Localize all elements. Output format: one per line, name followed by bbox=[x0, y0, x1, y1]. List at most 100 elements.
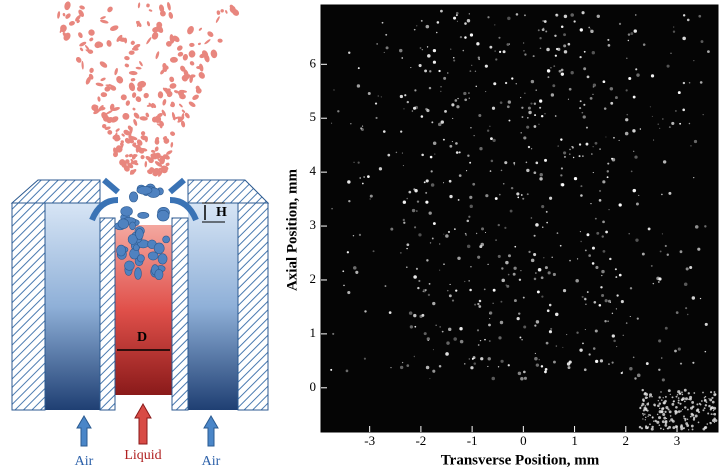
speckle bbox=[699, 403, 701, 405]
y-tick-label: 0 bbox=[310, 379, 317, 394]
speckle bbox=[438, 123, 442, 127]
droplet bbox=[100, 77, 106, 82]
speckle bbox=[644, 413, 645, 414]
speckle bbox=[715, 393, 717, 395]
speckle bbox=[539, 107, 541, 109]
speckle bbox=[628, 33, 630, 35]
speckle bbox=[663, 417, 666, 420]
speckle bbox=[657, 414, 659, 416]
speckle bbox=[433, 222, 436, 225]
droplet bbox=[130, 78, 135, 82]
speckle bbox=[608, 363, 609, 364]
speckle bbox=[607, 170, 609, 172]
droplet bbox=[106, 40, 113, 48]
speckle bbox=[579, 143, 581, 145]
speckle bbox=[670, 415, 672, 417]
speckle bbox=[684, 406, 686, 408]
speckle bbox=[616, 308, 617, 309]
speckle bbox=[607, 176, 609, 178]
speckle bbox=[539, 99, 542, 102]
speckle bbox=[642, 398, 645, 401]
speckle bbox=[553, 65, 555, 67]
speckle bbox=[424, 181, 426, 183]
speckle bbox=[641, 427, 643, 429]
droplet bbox=[178, 103, 183, 108]
speckle bbox=[608, 209, 609, 210]
speckle bbox=[528, 111, 531, 114]
speckle bbox=[695, 414, 698, 417]
speckle bbox=[667, 408, 669, 410]
speckle bbox=[390, 367, 391, 368]
speckle bbox=[653, 421, 654, 422]
speckle bbox=[610, 87, 613, 90]
speckle bbox=[413, 188, 415, 190]
blob bbox=[124, 261, 134, 270]
speckle bbox=[440, 10, 443, 13]
speckle bbox=[447, 290, 449, 292]
speckle bbox=[592, 247, 595, 250]
speckle bbox=[401, 57, 403, 59]
speckle bbox=[432, 370, 435, 373]
speckle bbox=[602, 235, 604, 237]
speckle bbox=[378, 95, 379, 96]
droplet bbox=[114, 68, 119, 76]
droplet bbox=[188, 50, 195, 58]
speckle bbox=[493, 289, 496, 292]
speckle bbox=[456, 14, 458, 16]
speckle bbox=[700, 298, 701, 299]
speckle bbox=[583, 67, 586, 70]
speckle bbox=[582, 342, 584, 344]
speckle bbox=[472, 183, 475, 186]
droplet bbox=[135, 67, 141, 70]
speckle bbox=[651, 265, 653, 267]
speckle bbox=[528, 251, 530, 253]
speckle bbox=[625, 132, 629, 136]
speckle bbox=[479, 245, 482, 248]
speckle bbox=[595, 360, 598, 363]
speckle bbox=[672, 396, 674, 398]
speckle bbox=[362, 183, 364, 185]
droplet bbox=[162, 99, 167, 106]
droplet bbox=[215, 16, 220, 24]
speckle bbox=[479, 147, 482, 150]
speckle bbox=[416, 268, 418, 270]
speckle bbox=[678, 400, 680, 402]
speckle bbox=[506, 285, 509, 288]
speckle bbox=[569, 149, 571, 151]
speckle bbox=[689, 266, 692, 269]
speckle bbox=[545, 266, 548, 269]
speckle bbox=[672, 420, 675, 423]
speckle bbox=[658, 124, 659, 125]
speckle bbox=[501, 279, 505, 283]
droplet bbox=[220, 9, 224, 13]
speckle bbox=[553, 273, 556, 276]
speckle bbox=[458, 199, 460, 201]
speckle bbox=[499, 51, 501, 53]
speckle bbox=[628, 40, 629, 41]
speckle bbox=[585, 304, 587, 306]
speckle bbox=[612, 313, 613, 314]
speckle bbox=[385, 285, 387, 287]
speckle bbox=[520, 270, 521, 271]
speckle bbox=[693, 177, 694, 178]
droplet bbox=[129, 50, 135, 55]
speckle bbox=[508, 364, 510, 366]
speckle bbox=[423, 289, 426, 292]
speckle bbox=[492, 139, 495, 142]
blob bbox=[163, 236, 170, 243]
speckle bbox=[645, 405, 647, 407]
speckle bbox=[370, 195, 373, 198]
speckle bbox=[410, 325, 413, 328]
speckle bbox=[649, 393, 652, 396]
speckle bbox=[456, 151, 459, 154]
speckle bbox=[659, 402, 661, 404]
speckle bbox=[389, 311, 392, 314]
speckle bbox=[568, 99, 569, 100]
droplet bbox=[198, 27, 202, 31]
speckle bbox=[609, 258, 611, 260]
speckle bbox=[528, 146, 530, 148]
speckle bbox=[478, 305, 481, 308]
speckle bbox=[707, 50, 710, 53]
speckle bbox=[602, 220, 605, 223]
speckle bbox=[412, 209, 415, 212]
